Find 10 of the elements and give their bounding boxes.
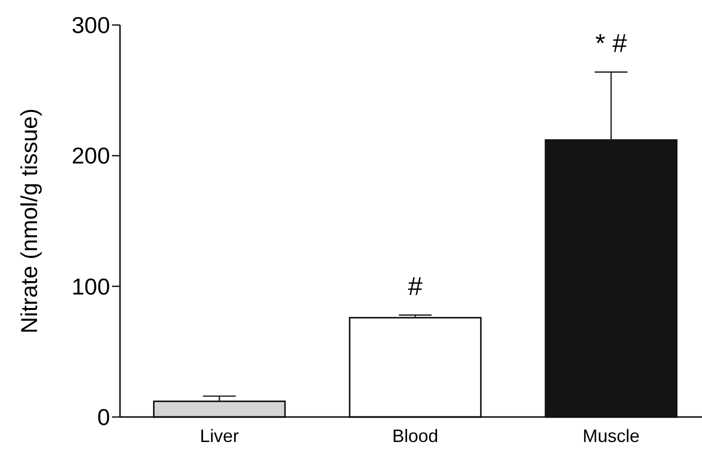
y-axis-title: Nitrate (nmol/g tissue) xyxy=(16,108,42,334)
annotation: # xyxy=(408,271,424,302)
x-tick-label: Liver xyxy=(200,426,239,446)
x-tick-label: Blood xyxy=(392,426,438,446)
y-tick-label: 200 xyxy=(72,142,110,169)
y-tick-label: 100 xyxy=(72,273,110,300)
y-tick-label: 0 xyxy=(97,404,110,430)
y-tick-label: 300 xyxy=(72,12,110,38)
annotation: * # xyxy=(595,28,628,58)
x-tick-label: Muscle xyxy=(582,426,640,446)
